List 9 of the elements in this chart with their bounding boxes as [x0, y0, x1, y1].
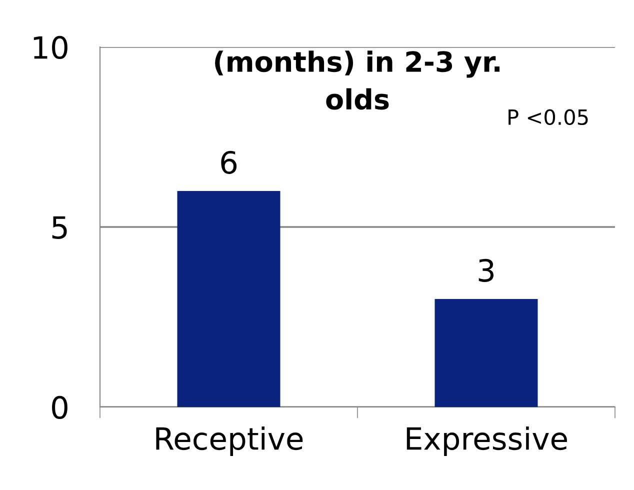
y-tick-label: 10	[34, 36, 68, 60]
data-label: 6	[221, 150, 237, 174]
x-tick-label: Expressive	[406, 426, 567, 456]
text: (months) in 2-3 yr. olds	[215, 50, 500, 110]
annotation: P <0.05	[508, 109, 588, 126]
y-tick-label: 0	[52, 396, 68, 420]
data-label: 3	[478, 258, 494, 282]
x-tick-label: Receptive	[156, 426, 303, 456]
y-tick-label: 5	[52, 216, 67, 240]
